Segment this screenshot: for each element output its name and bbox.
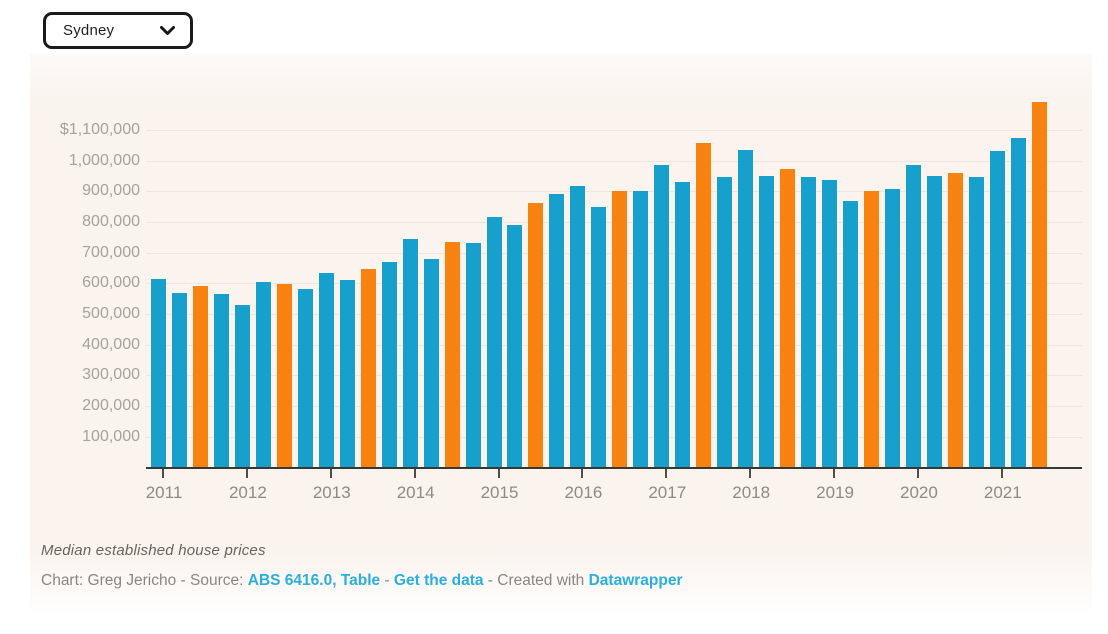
y-gridline bbox=[146, 160, 1082, 162]
bar[interactable] bbox=[654, 165, 670, 468]
bar[interactable] bbox=[339, 280, 355, 468]
bar[interactable] bbox=[213, 294, 229, 468]
bar[interactable] bbox=[549, 193, 565, 468]
bar[interactable] bbox=[717, 177, 733, 468]
bar[interactable] bbox=[486, 217, 502, 468]
x-axis-tick bbox=[665, 469, 668, 478]
x-axis-tick bbox=[497, 469, 500, 478]
x-axis-label: 2021 bbox=[983, 482, 1022, 502]
y-axis-label: 600,000 bbox=[82, 274, 140, 292]
bar[interactable] bbox=[465, 242, 481, 468]
bar[interactable] bbox=[151, 278, 166, 468]
bar[interactable] bbox=[318, 272, 334, 468]
x-axis-label: 2014 bbox=[396, 482, 435, 502]
byline-link[interactable]: Datawrapper bbox=[588, 572, 683, 589]
x-axis-label: 2011 bbox=[145, 482, 183, 502]
bar[interactable] bbox=[171, 292, 187, 468]
bar[interactable] bbox=[863, 191, 879, 468]
x-axis-tick bbox=[833, 469, 836, 478]
bar[interactable] bbox=[234, 304, 250, 468]
byline-text: - Created with bbox=[483, 572, 589, 589]
chart-subtitle: Median established house prices bbox=[41, 542, 266, 559]
bar[interactable] bbox=[1010, 138, 1026, 468]
x-axis-label: 2012 bbox=[228, 482, 267, 502]
bar[interactable] bbox=[696, 143, 712, 468]
x-axis-tick bbox=[329, 469, 332, 478]
y-axis-label: 800,000 bbox=[82, 212, 140, 230]
bar[interactable] bbox=[843, 201, 858, 468]
bar[interactable] bbox=[444, 242, 460, 468]
x-axis-label: 2019 bbox=[816, 482, 854, 502]
y-axis-label: 1,000,000 bbox=[68, 151, 140, 169]
y-gridline bbox=[146, 129, 1082, 131]
bar[interactable] bbox=[297, 289, 313, 468]
bar[interactable] bbox=[968, 177, 984, 468]
bar[interactable] bbox=[591, 207, 607, 468]
bar[interactable] bbox=[947, 172, 963, 468]
bar[interactable] bbox=[989, 150, 1005, 468]
y-axis-label: 700,000 bbox=[82, 243, 140, 261]
bar[interactable] bbox=[633, 191, 649, 468]
x-axis-tick bbox=[162, 469, 164, 478]
byline-link[interactable]: ABS 6416.0, Table bbox=[247, 572, 381, 589]
byline-text: Chart: Greg Jericho - Source: bbox=[41, 572, 248, 589]
y-axis-label: 400,000 bbox=[82, 335, 140, 353]
bar[interactable] bbox=[570, 185, 586, 468]
bar[interactable] bbox=[507, 224, 523, 468]
bar[interactable] bbox=[759, 175, 775, 468]
x-axis-label: 2020 bbox=[899, 482, 938, 502]
chart-byline: Chart: Greg Jericho - Source: ABS 6416.0… bbox=[41, 572, 683, 590]
region-select-value: Sydney bbox=[63, 22, 115, 39]
x-axis-tick bbox=[749, 469, 752, 478]
chevron-down-icon bbox=[159, 25, 176, 36]
bar[interactable] bbox=[926, 176, 942, 468]
bar[interactable] bbox=[780, 169, 796, 468]
y-axis-label: 300,000 bbox=[82, 366, 140, 384]
x-axis-tick bbox=[916, 469, 919, 478]
bar[interactable] bbox=[884, 189, 900, 468]
bar[interactable] bbox=[423, 258, 439, 468]
y-axis-label: 200,000 bbox=[82, 397, 140, 415]
bar[interactable] bbox=[276, 283, 292, 468]
region-select[interactable]: Sydney bbox=[43, 12, 193, 49]
bar[interactable] bbox=[675, 181, 691, 468]
bar[interactable] bbox=[612, 191, 628, 468]
y-axis-label: $1,100,000 bbox=[59, 120, 140, 138]
byline-text: - bbox=[380, 572, 394, 589]
bar[interactable] bbox=[905, 164, 921, 468]
y-axis-label: 100,000 bbox=[82, 427, 140, 445]
bar[interactable] bbox=[738, 150, 754, 468]
y-axis-label: 900,000 bbox=[82, 182, 140, 200]
x-axis-label: 2013 bbox=[312, 482, 351, 502]
bar[interactable] bbox=[381, 262, 397, 468]
x-axis-label: 2016 bbox=[564, 482, 603, 502]
x-axis-tick bbox=[1000, 469, 1003, 478]
y-axis-label: 500,000 bbox=[82, 305, 140, 322]
x-axis-baseline bbox=[146, 467, 1082, 469]
x-axis-label: 2017 bbox=[648, 482, 687, 502]
x-axis-label: 2018 bbox=[732, 482, 771, 502]
x-axis-tick bbox=[245, 469, 248, 478]
bar[interactable] bbox=[192, 286, 208, 468]
bar[interactable] bbox=[360, 269, 376, 468]
bar[interactable] bbox=[402, 238, 418, 468]
bar[interactable] bbox=[801, 177, 817, 468]
x-axis-label: 2015 bbox=[480, 482, 519, 502]
bar[interactable] bbox=[255, 281, 271, 468]
bar[interactable] bbox=[822, 179, 838, 468]
x-axis-tick bbox=[581, 469, 584, 478]
bar[interactable] bbox=[1031, 101, 1047, 468]
x-axis-tick bbox=[413, 469, 416, 478]
byline-link[interactable]: Get the data bbox=[393, 572, 484, 589]
bar[interactable] bbox=[528, 203, 544, 468]
